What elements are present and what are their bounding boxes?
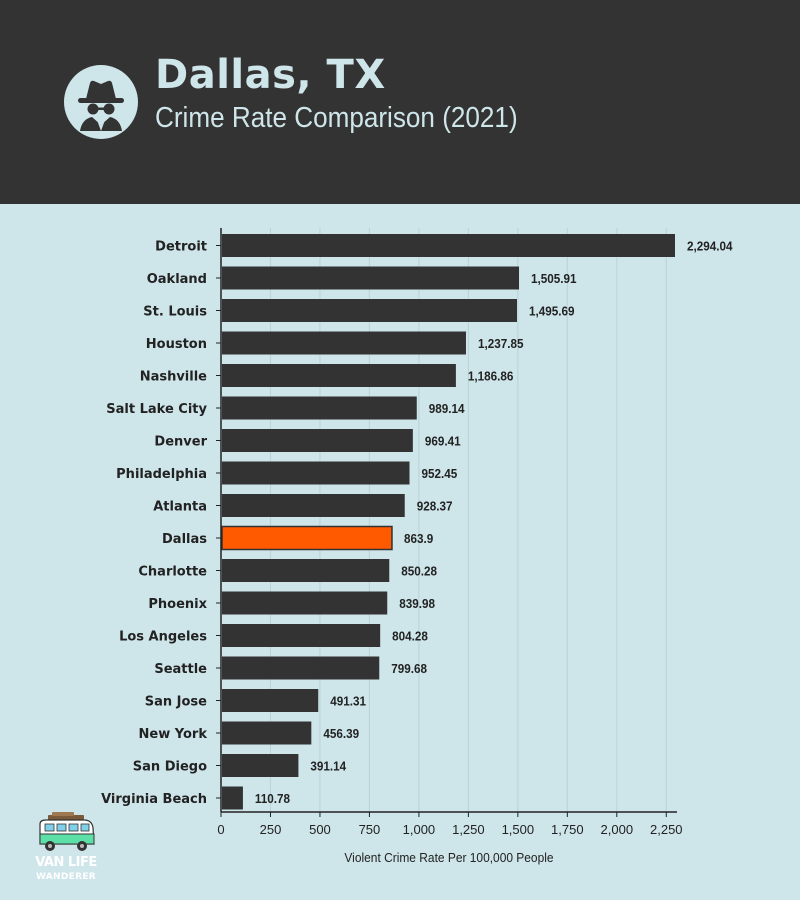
camper-van-icon xyxy=(39,812,95,851)
x-tick-label: 750 xyxy=(359,822,381,837)
brand-name-line2: WANDERER xyxy=(35,872,97,882)
value-label: 2,294.04 xyxy=(687,239,733,254)
bar-st-louis xyxy=(222,299,518,322)
category-label: Los Angeles xyxy=(119,630,207,645)
category-label: Dallas xyxy=(162,532,207,547)
x-tick-label: 2,000 xyxy=(601,822,634,837)
brand-logo: VAN LIFE WANDERER xyxy=(30,812,102,886)
bar-san-diego xyxy=(222,754,299,777)
bar-houston xyxy=(222,331,466,355)
value-label: 1,505.91 xyxy=(531,271,577,286)
category-label: Seattle xyxy=(154,662,207,677)
bar-new-york xyxy=(222,721,312,745)
axes: 0 250 500 750 1,000 1,250 1,500 1,750 2,000 2,250 xyxy=(216,228,683,837)
x-tick-label: 1,000 xyxy=(403,822,436,837)
x-tick-label: 1,250 xyxy=(452,822,485,837)
page-subtitle: Crime Rate Comparison (2021) xyxy=(155,102,518,134)
page-title: Dallas, TX xyxy=(155,52,386,98)
category-label: Detroit xyxy=(155,240,207,255)
bar-virginia-beach xyxy=(222,786,243,810)
x-tick-label: 0 xyxy=(217,822,224,837)
bar-los-angeles xyxy=(222,624,381,647)
bar-atlanta xyxy=(222,494,405,517)
value-label: 456.39 xyxy=(323,726,359,741)
category-label: San Jose xyxy=(145,695,207,710)
x-tick-label: 250 xyxy=(260,822,282,837)
category-label: Charlotte xyxy=(138,565,207,580)
header: Dallas, TX Crime Rate Comparison (2021) xyxy=(0,0,800,204)
value-label: 969.41 xyxy=(425,434,461,449)
bar-nashville xyxy=(222,364,456,387)
bars: Detroit 2,294.04 Oakland 1,505.91 St. Louis 1… xyxy=(101,234,733,810)
bar-charlotte xyxy=(222,559,390,582)
spy-incognito-icon xyxy=(64,65,138,139)
value-label: 839.98 xyxy=(399,596,435,611)
category-label: Salt Lake City xyxy=(106,402,207,417)
bar-denver xyxy=(222,429,413,452)
bar-chart: Detroit 2,294.04 Oakland 1,505.91 St. Louis 1… xyxy=(101,228,733,866)
value-label: 863.9 xyxy=(404,531,433,546)
bar-detroit xyxy=(222,234,675,257)
value-label: 391.14 xyxy=(310,759,346,774)
value-label: 804.28 xyxy=(392,629,428,644)
category-label: Phoenix xyxy=(148,597,207,612)
bar-dallas xyxy=(221,525,393,551)
x-tick-label: 1,500 xyxy=(502,822,535,837)
value-label: 110.78 xyxy=(255,791,290,806)
category-label: St. Louis xyxy=(143,305,207,320)
category-label: Philadelphia xyxy=(116,467,207,482)
bar-seattle xyxy=(222,656,380,680)
x-axis-title: Violent Crime Rate Per 100,000 People xyxy=(344,851,553,866)
bar-san-jose xyxy=(222,689,319,712)
value-label: 799.68 xyxy=(391,661,427,676)
x-tick-label: 1,750 xyxy=(551,822,584,837)
bar-salt-lake-city xyxy=(222,396,417,420)
category-label: Atlanta xyxy=(153,500,207,515)
category-label: Nashville xyxy=(140,370,207,385)
value-label: 850.28 xyxy=(401,564,437,579)
value-label: 928.37 xyxy=(417,499,453,514)
category-label: Oakland xyxy=(147,272,207,287)
category-label: San Diego xyxy=(133,760,207,775)
value-label: 1,495.69 xyxy=(529,304,575,319)
grid xyxy=(269,228,667,812)
bar-phoenix xyxy=(222,591,388,615)
x-tick-label: 2,250 xyxy=(650,822,683,837)
value-label: 952.45 xyxy=(421,466,457,481)
category-label: Denver xyxy=(154,435,207,450)
category-label: Houston xyxy=(146,337,207,352)
value-label: 1,186.86 xyxy=(468,369,514,384)
bar-oakland xyxy=(222,266,520,290)
category-label: Virginia Beach xyxy=(101,792,207,807)
x-tick-label: 500 xyxy=(309,822,331,837)
category-label: New York xyxy=(139,727,208,742)
value-label: 989.14 xyxy=(429,401,465,416)
brand-name-line1: VAN LIFE xyxy=(35,855,97,870)
value-label: 491.31 xyxy=(330,694,366,709)
bar-philadelphia xyxy=(222,461,410,485)
value-label: 1,237.85 xyxy=(478,336,524,351)
